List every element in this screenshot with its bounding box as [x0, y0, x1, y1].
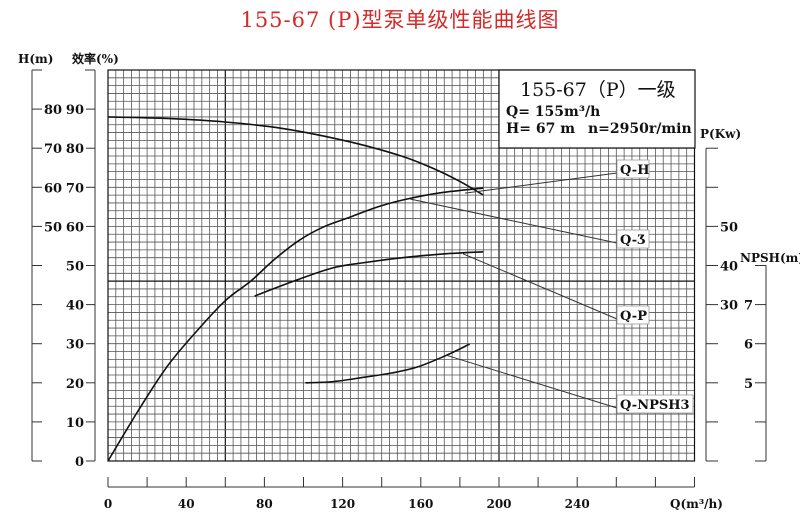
curve-label: Q-P	[620, 309, 647, 324]
chart-title: 155-67 (P)型泵单级性能曲线图	[240, 8, 560, 32]
curve-leader-line	[464, 172, 618, 194]
curve-q-p	[254, 251, 484, 297]
info-box: 155-67（P）一级 Q= 155m³/h H= 67 m n=2950r/m…	[498, 69, 696, 149]
axes: 0 40 80 120 160 200 24080706050908070605040302…	[31, 69, 767, 511]
info-head: H= 67 m	[506, 121, 575, 137]
grid	[107, 69, 696, 462]
eff-tick-label: 70	[66, 181, 84, 196]
info-flow: Q= 155m³/h	[506, 104, 600, 120]
curve-leader-line	[462, 253, 618, 320]
curve-label-box	[616, 229, 650, 249]
curve-q-h	[107, 116, 484, 196]
curve-label: Q-H	[620, 163, 649, 178]
p-tick-label: 50	[720, 220, 738, 235]
npsh-axis-label: NPSH(m)	[740, 251, 800, 265]
curves: Q-H Q-Ʒ Q-P Q-NPSH3	[107, 116, 694, 462]
eff-tick-label: 60	[66, 220, 84, 235]
h-axis-label: H(m)	[18, 52, 53, 66]
curve-label: Q-Ʒ	[620, 233, 646, 248]
p-tick-label: 30	[720, 299, 738, 314]
curve-leader-line	[409, 198, 618, 244]
npsh-tick-label: 7	[744, 299, 753, 314]
curve-leader-line	[446, 354, 618, 409]
curve-label-box	[616, 159, 650, 179]
x-tick-label: 120	[330, 497, 355, 511]
x-tick-label: 160	[408, 497, 433, 511]
plot-frame	[107, 69, 696, 462]
eff-tick-label: 30	[66, 338, 84, 353]
npsh-tick-label: 5	[744, 377, 753, 392]
h-tick-label: 50	[44, 220, 62, 235]
eff-tick-label: 20	[66, 377, 84, 392]
curve-label-box	[616, 394, 694, 414]
info-speed: n=2950r/min	[588, 121, 692, 137]
p-axis-label: P(Kw)	[700, 127, 741, 141]
npsh-tick-label: 6	[744, 338, 753, 353]
curve-q-	[107, 187, 484, 462]
p-tick-label: 40	[720, 260, 738, 275]
curve-q-npsh3	[305, 343, 471, 384]
eff-tick-label: 40	[66, 299, 84, 314]
x-tick-label: 40	[178, 497, 195, 511]
x-tick-label: 240	[565, 497, 590, 511]
eff-tick-label: 80	[66, 142, 84, 157]
h-tick-label: 70	[44, 142, 62, 157]
h-tick-label: 60	[44, 181, 62, 196]
eff-axis-label: 效率(%)	[72, 51, 119, 66]
q-axis-label: Q(m³/h)	[670, 497, 723, 511]
curve-label-box	[616, 305, 650, 325]
x-tick-label: 80	[256, 497, 273, 511]
eff-tick-label: 0	[75, 455, 84, 470]
curve-label: Q-NPSH3	[620, 398, 690, 413]
x-tick-label: 0	[104, 497, 112, 511]
eff-tick-label: 50	[66, 260, 84, 275]
x-tick-label: 200	[486, 497, 511, 511]
eff-tick-label: 90	[66, 103, 84, 118]
info-model: 155-67（P）一级	[520, 79, 676, 101]
h-tick-label: 80	[44, 103, 62, 118]
eff-tick-label: 10	[66, 416, 84, 431]
